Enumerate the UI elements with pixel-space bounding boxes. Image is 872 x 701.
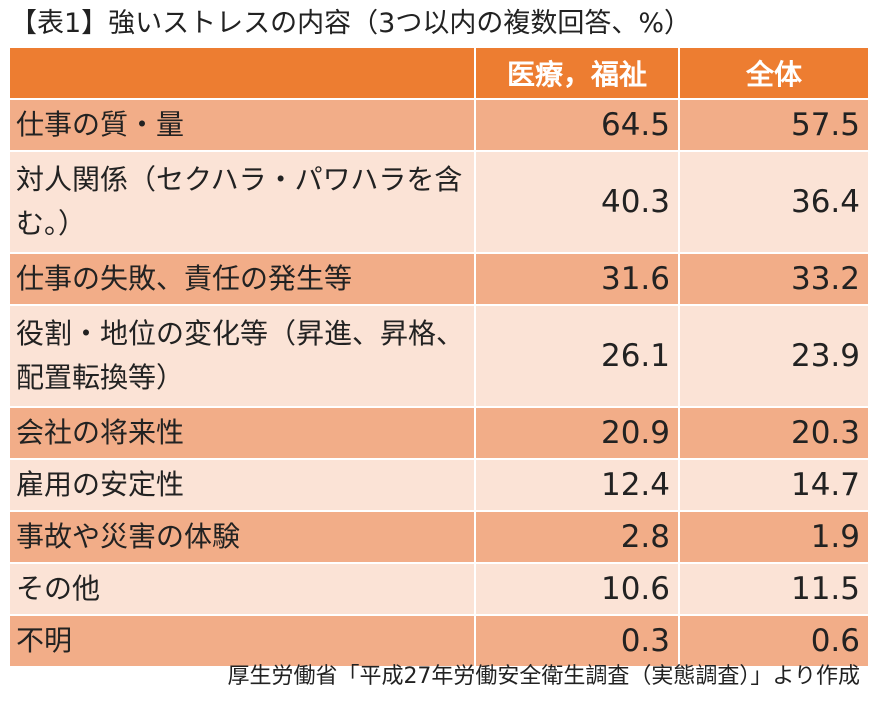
value-total: 57.5 <box>678 98 870 152</box>
row-label: 不明 <box>8 614 476 668</box>
table-row: 不明 0.3 0.6 <box>8 614 870 668</box>
table-row: 事故や災害の体験 2.8 1.9 <box>8 510 870 564</box>
value-total: 11.5 <box>678 562 870 616</box>
value-medical-welfare: 10.6 <box>474 562 680 616</box>
header-row: 医療，福祉 全体 <box>8 46 870 100</box>
row-label: 仕事の質・量 <box>8 98 476 152</box>
source-note: 厚生労働省「平成27年労働安全衛生調査（実態調査）」より作成 <box>227 664 860 689</box>
row-label: 役割・地位の変化等（昇進、昇格、配置転換等） <box>8 304 476 408</box>
value-medical-welfare: 0.3 <box>474 614 680 668</box>
table-row: その他 10.6 11.5 <box>8 562 870 616</box>
value-total: 1.9 <box>678 510 870 564</box>
table-title: 【表1】強いストレスの内容（3つ以内の複数回答、%） <box>10 8 692 39</box>
row-label: 対人関係（セクハラ・パワハラを含む。） <box>8 150 476 254</box>
value-medical-welfare: 20.9 <box>474 406 680 460</box>
table-row: 仕事の質・量 64.5 57.5 <box>8 98 870 152</box>
row-label: 仕事の失敗、責任の発生等 <box>8 252 476 306</box>
value-medical-welfare: 26.1 <box>474 304 680 408</box>
table-row: 雇用の安定性 12.4 14.7 <box>8 458 870 512</box>
value-medical-welfare: 64.5 <box>474 98 680 152</box>
value-total: 33.2 <box>678 252 870 306</box>
value-medical-welfare: 31.6 <box>474 252 680 306</box>
table-row: 対人関係（セクハラ・パワハラを含む。） 40.3 36.4 <box>8 150 870 254</box>
table-row: 役割・地位の変化等（昇進、昇格、配置転換等） 26.1 23.9 <box>8 304 870 408</box>
value-medical-welfare: 12.4 <box>474 458 680 512</box>
value-total: 14.7 <box>678 458 870 512</box>
table-row: 仕事の失敗、責任の発生等 31.6 33.2 <box>8 252 870 306</box>
row-label: 雇用の安定性 <box>8 458 476 512</box>
row-label: 会社の将来性 <box>8 406 476 460</box>
value-total: 23.9 <box>678 304 870 408</box>
value-total: 36.4 <box>678 150 870 254</box>
header-label-cell <box>8 46 476 100</box>
table-row: 会社の将来性 20.9 20.3 <box>8 406 870 460</box>
stress-table: 医療，福祉 全体 仕事の質・量 64.5 57.5 対人関係（セクハラ・パワハラ… <box>8 46 870 668</box>
value-medical-welfare: 40.3 <box>474 150 680 254</box>
value-total: 0.6 <box>678 614 870 668</box>
value-medical-welfare: 2.8 <box>474 510 680 564</box>
header-total: 全体 <box>678 46 870 100</box>
header-medical-welfare: 医療，福祉 <box>474 46 680 100</box>
row-label: その他 <box>8 562 476 616</box>
row-label: 事故や災害の体験 <box>8 510 476 564</box>
value-total: 20.3 <box>678 406 870 460</box>
